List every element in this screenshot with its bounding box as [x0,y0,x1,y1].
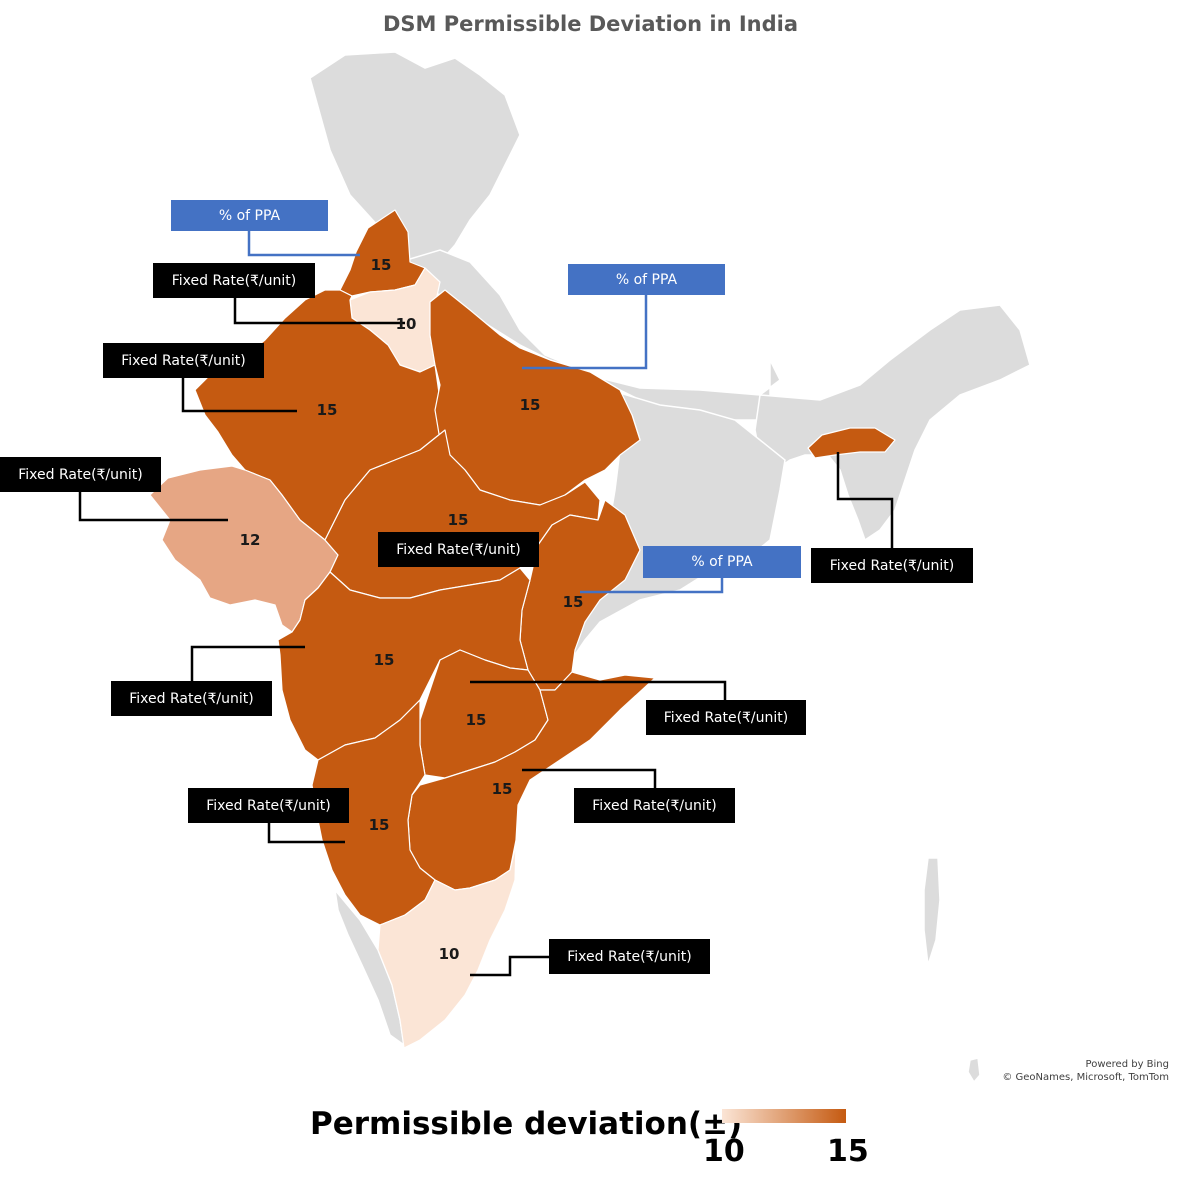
callout-punjab: % of PPA [171,200,328,231]
callout-maharashtra: Fixed Rate(₹/unit) [111,681,272,716]
legend-max-label: 15 [827,1134,869,1169]
callout-andhra-pradesh: Fixed Rate(₹/unit) [574,788,735,823]
leader-rajasthan [181,378,297,413]
islands [923,857,981,1084]
value-maharashtra: 15 [374,651,395,669]
callout-odisha: % of PPA [643,546,801,578]
region-values: 15 10 15 15 12 15 15 15 15 15 15 10 [240,256,584,963]
north-landmass [309,51,521,276]
value-uttar-pradesh: 15 [520,396,541,414]
leader-tamil-nadu [470,955,549,977]
leader-telangana [470,680,727,700]
leader-assam [836,452,894,548]
legend-title: Permissible deviation(±) [310,1106,743,1142]
leader-uttar-pradesh [522,294,648,370]
himalayan-strip [398,249,781,421]
callout-gujarat: Fixed Rate(₹/unit) [0,457,161,492]
callout-telangana: Fixed Rate(₹/unit) [646,700,806,735]
legend-min-label: 10 [703,1134,745,1169]
value-gujarat: 12 [240,531,261,549]
leader-karnataka [267,823,345,844]
map-credit: Powered by Bing © GeoNames, Microsoft, T… [1002,1058,1169,1084]
legend-gradient-bar [722,1109,846,1123]
value-andhra-pradesh: 15 [492,780,513,798]
credit-attribution: © GeoNames, Microsoft, TomTom [1002,1072,1169,1083]
value-rajasthan: 15 [317,401,338,419]
region-karnataka [311,699,436,926]
callout-tamil-nadu: Fixed Rate(₹/unit) [549,939,710,974]
south-tip-landmass [333,887,406,1047]
region-uttar-pradesh [429,289,641,506]
value-odisha: 15 [563,593,584,611]
leader-gujarat [78,492,228,522]
region-assam [807,427,896,459]
leader-maharashtra [190,645,305,681]
callout-assam: Fixed Rate(₹/unit) [811,548,973,583]
value-tamil-nadu: 10 [439,945,460,963]
value-haryana: 10 [396,315,417,333]
callout-madhya-pradesh: Fixed Rate(₹/unit) [378,532,539,567]
callout-rajasthan: Fixed Rate(₹/unit) [103,343,264,378]
credit-powered-by: Powered by Bing [1085,1059,1169,1070]
leader-haryana [233,298,405,325]
region-tamil-nadu [377,844,517,1049]
northeast-landmass [754,304,1031,542]
map-title: DSM Permissible Deviation in India [382,12,799,36]
leader-punjab [247,231,360,257]
value-punjab: 15 [371,256,392,274]
callout-haryana: Fixed Rate(₹/unit) [153,263,315,298]
leader-lines [78,231,894,977]
callout-karnataka: Fixed Rate(₹/unit) [188,788,349,823]
leader-odisha [580,578,724,594]
callout-uttar-pradesh: % of PPA [568,264,725,295]
value-telangana: 15 [466,711,487,729]
value-karnataka: 15 [369,816,390,834]
value-madhya-pradesh: 15 [448,511,469,529]
leader-andhra-pradesh [522,768,657,788]
